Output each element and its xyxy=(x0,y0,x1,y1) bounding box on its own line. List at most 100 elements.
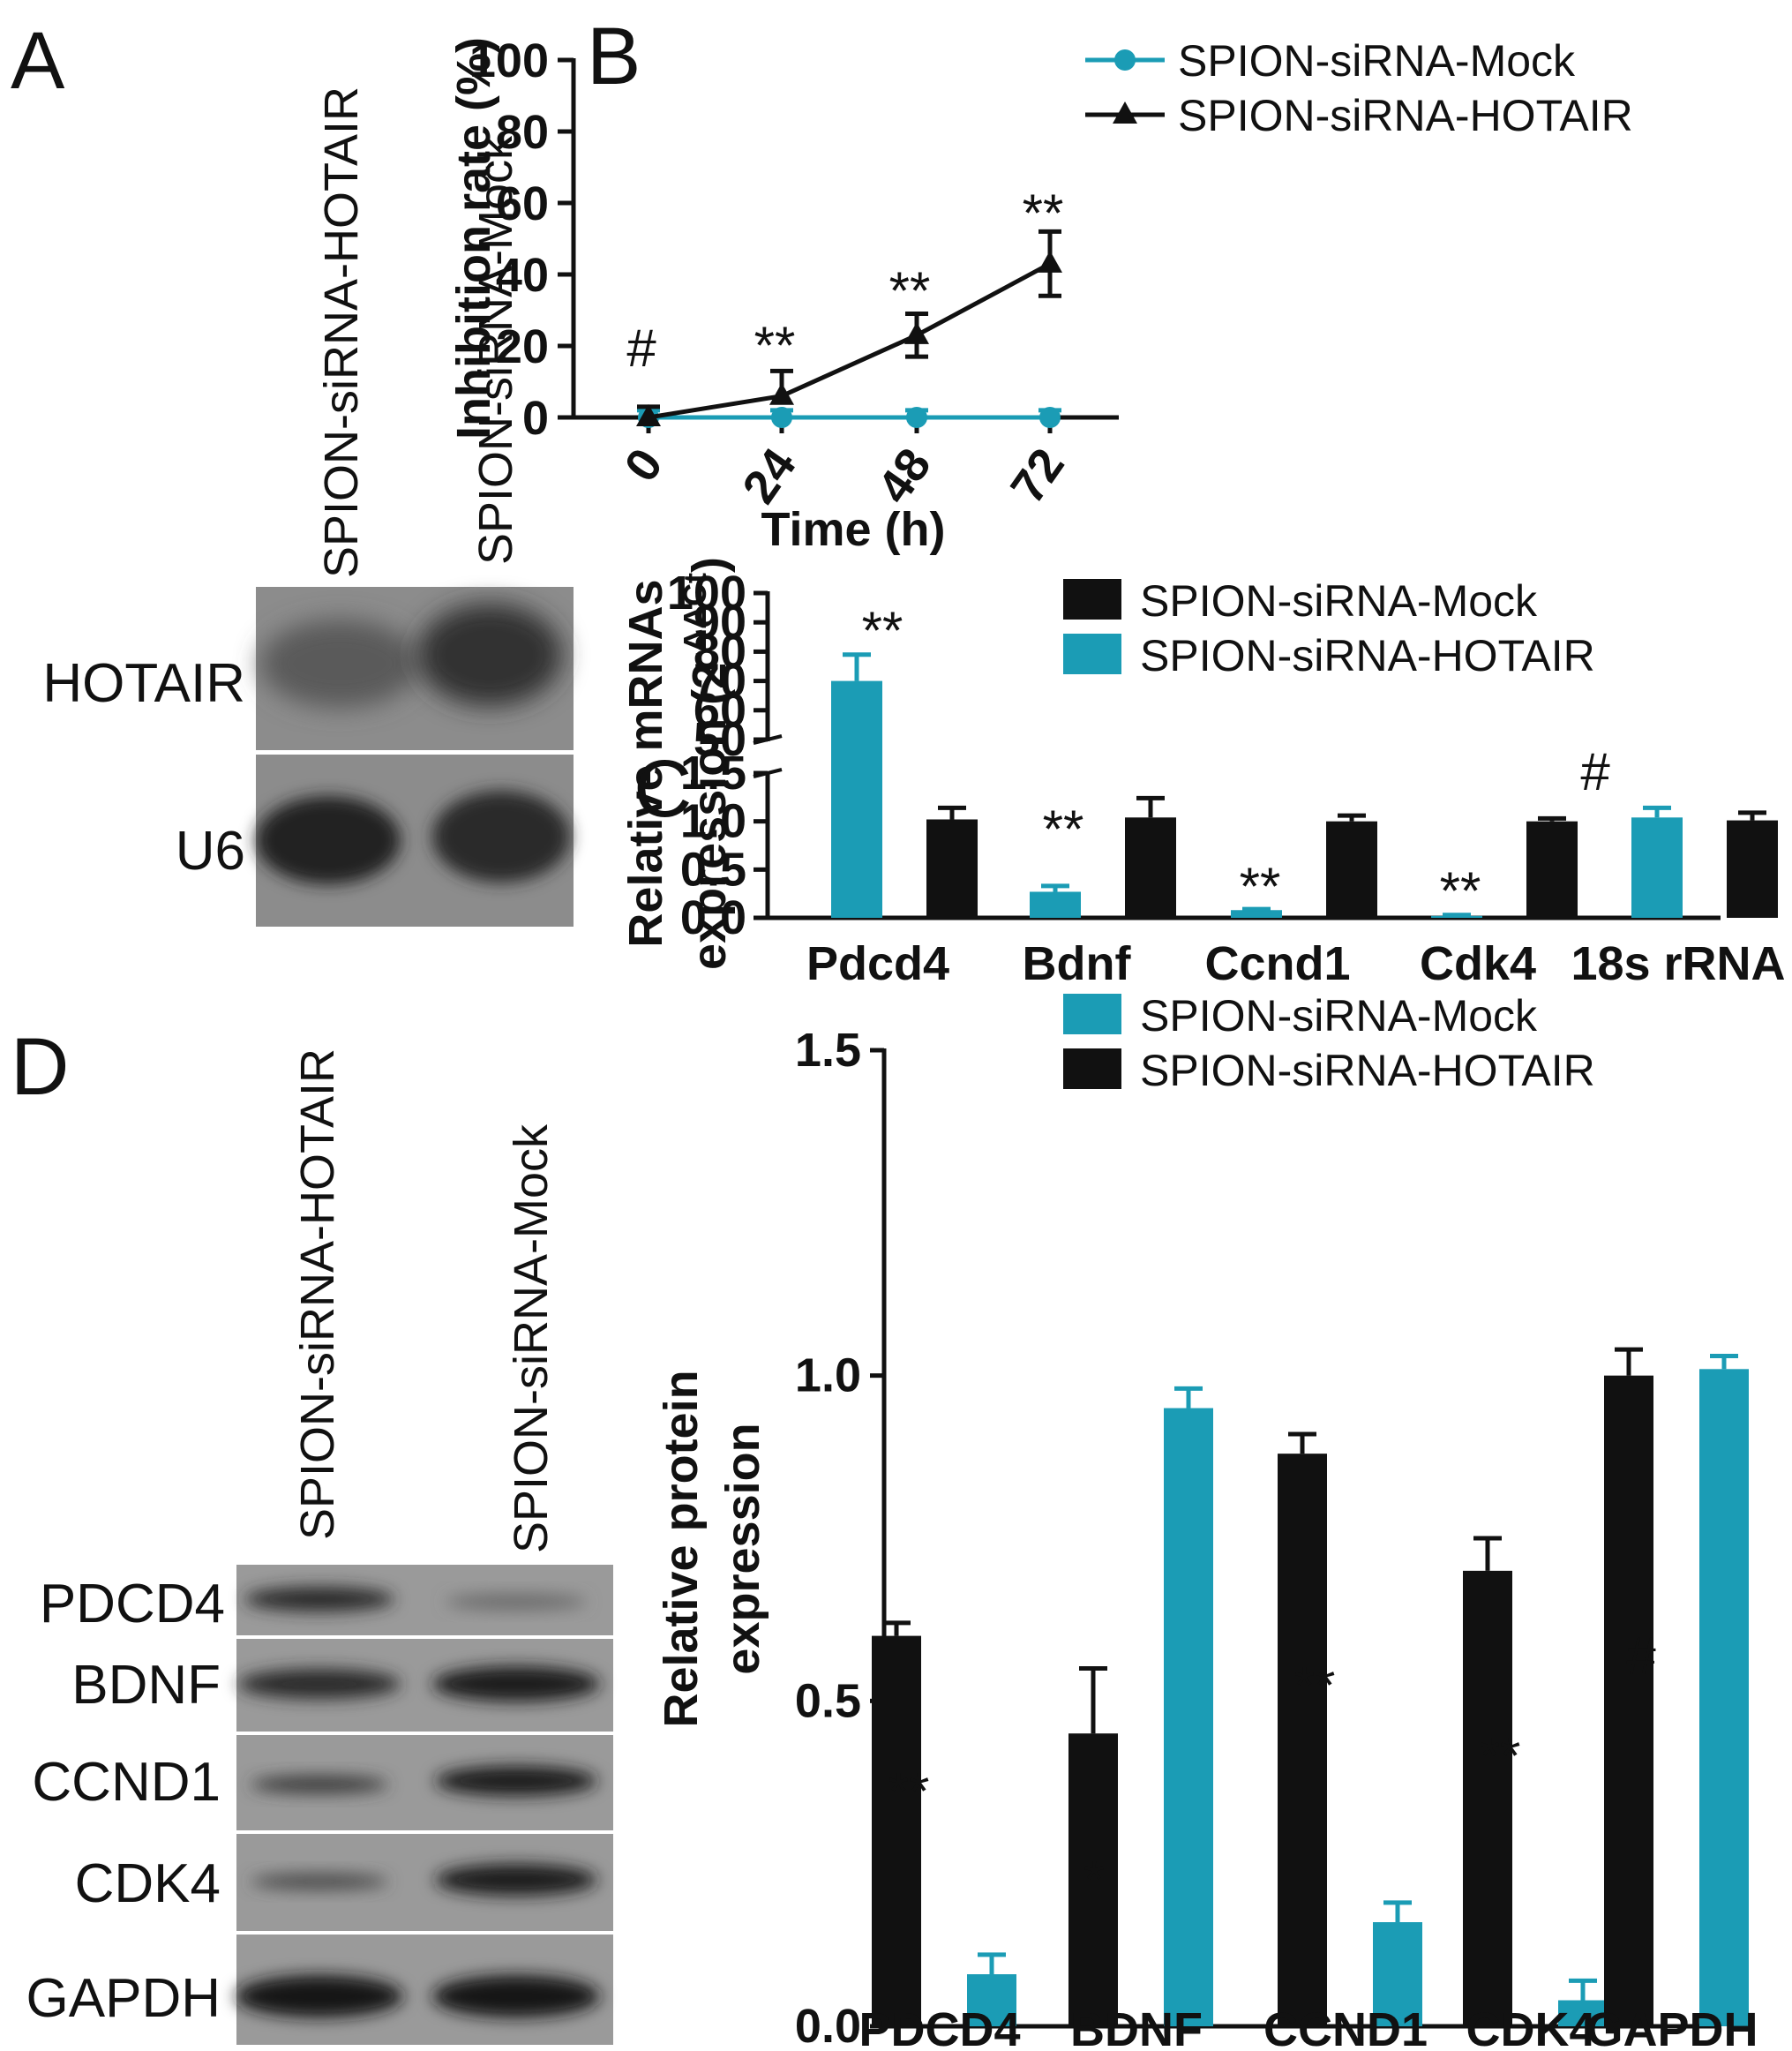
blot-a-row-hotair: HOTAIR xyxy=(42,653,245,714)
chart-b-y-tick-label: 20 xyxy=(496,320,549,373)
blot-d-lane-2-label: SPION-siRNA-Mock xyxy=(505,1123,558,1553)
blot-d-row-ccnd1: CCND1 xyxy=(32,1752,221,1813)
chart-c-legend-swatch-0 xyxy=(1063,579,1121,620)
chart-c-x-tick-label: Ccnd1 xyxy=(1204,937,1350,990)
chart-d-legend-label-1: SPION-siRNA-HOTAIR xyxy=(1140,1046,1595,1095)
chart-b-significance-mark: ** xyxy=(754,316,796,375)
blot-d-row-cdk4: CDK4 xyxy=(75,1853,221,1914)
chart-c-y-axis-title-text: expression (2 xyxy=(683,663,736,970)
chart-b-series-0-point-1 xyxy=(771,407,792,428)
blot-d-row-gapdh: GAPDH xyxy=(26,1968,221,2029)
chart-d: 0.0 0.5 1.0 1.5 Relative protein expression PD… xyxy=(655,991,1758,2051)
blot-d-lane-1-label: SPION-siRNA-HOTAIR xyxy=(291,1048,344,1540)
chart-d-x-tick-label: BDNF xyxy=(1070,2003,1203,2051)
chart-b-y-tick-label: 100 xyxy=(469,34,549,87)
chart-d-bar-cdk4-1 xyxy=(1558,2000,1608,2026)
chart-b-x-tick-label: 72 xyxy=(1001,439,1075,513)
chart-c-x-tick-label: 18s rRNA xyxy=(1571,937,1785,990)
chart-d-x-tick-label: GAPDH xyxy=(1586,2003,1758,2051)
chart-b-y-tick-label: 80 xyxy=(496,106,549,159)
chart-c-x-tick-label: Bdnf xyxy=(1023,937,1132,990)
chart-b-y-tick-label: 40 xyxy=(496,249,549,302)
chart-c-y-tick-label: 90 xyxy=(694,596,746,649)
chart-d-bar-bdnf-0 xyxy=(1068,1733,1118,2026)
chart-c-legend-swatch-1 xyxy=(1063,634,1121,674)
chart-c-y-tick-label: 70 xyxy=(694,655,746,708)
chart-b: 0 20 40 60 80 100 0 24 48 72 Inhibition rate (%) Ti… xyxy=(447,34,1633,556)
chart-b-legend-label-1: SPION-siRNA-HOTAIR xyxy=(1178,91,1633,140)
chart-d-bar-cdk4-0 xyxy=(1463,1570,1512,2026)
chart-c-legend-label-0: SPION-siRNA-Mock xyxy=(1140,576,1538,626)
blot-d-ccnd1-strip xyxy=(236,1735,613,1830)
chart-b-significance-mark: # xyxy=(626,319,656,378)
chart-d-y-axis-title-line-2: expression xyxy=(716,1423,769,1674)
blot-a-row-u6: U6 xyxy=(176,821,245,882)
chart-d-y-tick-label: 1.0 xyxy=(795,1349,861,1402)
blot-d-row-pdcd4: PDCD4 xyxy=(40,1574,225,1634)
chart-c-bar-18s-rrna-0 xyxy=(1631,817,1683,918)
blot-a-lane-1-label: SPION-siRNA-HOTAIR xyxy=(315,86,368,578)
blot-d-pdcd4-strip xyxy=(236,1565,613,1635)
chart-b-legend-marker-0 xyxy=(1114,49,1136,71)
chart-d-significance-mark: * xyxy=(1083,1850,1104,1909)
chart-b-significance-mark: ** xyxy=(889,261,931,320)
chart-d-y-tick-label: 0.5 xyxy=(795,1674,861,1727)
chart-b-legend-marker-1 xyxy=(1113,101,1137,124)
chart-b-significance-mark: ** xyxy=(1023,184,1064,243)
chart-c-y-tick-label: 60 xyxy=(694,684,746,737)
chart-c-y-axis-title-close: ) xyxy=(683,557,736,573)
chart-d-bar-gapdh-0 xyxy=(1604,1375,1653,2026)
chart-d-bar-gapdh-1 xyxy=(1699,1369,1749,2026)
chart-c-significance-mark: # xyxy=(1580,742,1610,801)
chart-d-y-tick-label: 1.5 xyxy=(795,1024,861,1077)
chart-d-significance-mark: ** xyxy=(1480,1726,1521,1785)
panel-label-c: C xyxy=(634,744,692,834)
chart-d-significance-mark: # xyxy=(1626,1627,1656,1686)
chart-d-bar-pdcd4-0 xyxy=(872,1635,921,2026)
chart-b-x-tick-label: 0 xyxy=(614,439,672,491)
chart-c-axis-break-gap xyxy=(759,742,785,770)
chart-c-significance-mark: ** xyxy=(1440,861,1481,920)
chart-d-legend-swatch-1 xyxy=(1063,1048,1121,1089)
chart-c-y-tick-label: 80 xyxy=(694,625,746,678)
chart-c-y-tick-label: 1.5 xyxy=(680,747,746,800)
chart-c-bar-ccnd1-0 xyxy=(1231,910,1282,918)
chart-d-x-tick-label: CCND1 xyxy=(1263,2003,1428,2051)
chart-c-axis-break-mark xyxy=(753,768,783,778)
chart-b-y-tick-label: 60 xyxy=(496,177,549,230)
chart-d-bar-bdnf-1 xyxy=(1164,1408,1213,2026)
blot-a-u6-strip xyxy=(256,755,574,927)
panel-label-d: D xyxy=(11,1022,69,1112)
chart-c-bar-18s-rrna-1 xyxy=(1727,820,1778,918)
chart-c-y-axis-title-line-2: expression (2-ΔΔCt) xyxy=(677,557,736,970)
chart-c-y-tick-label: 100 xyxy=(667,567,746,620)
chart-d-x-tick-label: CDK4 xyxy=(1466,2003,1595,2051)
chart-d-bar-ccnd1-0 xyxy=(1278,1454,1327,2026)
chart-d-x-tick-label: PDCD4 xyxy=(859,2003,1020,2051)
chart-c-y-tick-label: 50 xyxy=(694,713,746,766)
chart-c-y-tick-label: 0.0 xyxy=(680,891,746,944)
chart-b-series-line-1 xyxy=(648,261,1052,420)
chart-b-x-tick-label: 24 xyxy=(732,439,806,513)
chart-d-bar-ccnd1-1 xyxy=(1373,1922,1422,2026)
blot-d-cdk4-strip xyxy=(236,1834,613,1931)
chart-c-y-tick-label: 0.5 xyxy=(680,843,746,896)
chart-b-legend-label-0: SPION-siRNA-Mock xyxy=(1178,36,1576,86)
chart-c-axis-break-mark xyxy=(753,734,783,745)
chart-b-x-tick-label: 48 xyxy=(867,439,941,513)
chart-c-legend-label-1: SPION-siRNA-HOTAIR xyxy=(1140,631,1595,680)
chart-c-significance-mark: ** xyxy=(862,601,903,660)
chart-c-y-axis-title-superscript: -ΔΔCt xyxy=(677,573,713,663)
chart-b-y-axis-title: Inhibition rate (%) xyxy=(447,37,500,440)
chart-c-y-axis-title-line-1: Relative mRNAs xyxy=(619,579,672,947)
chart-d-significance-mark: ** xyxy=(889,1762,930,1821)
chart-b-series-1-point-1 xyxy=(769,382,794,405)
blot-d-bdnf-strip xyxy=(236,1639,613,1732)
chart-d-y-tick-label: 0.0 xyxy=(795,2000,861,2051)
chart-b-series-1-point-3 xyxy=(1038,250,1062,273)
chart-c-x-tick-label: Pdcd4 xyxy=(806,937,949,990)
chart-c-bar-cdk4-1 xyxy=(1526,821,1578,918)
chart-c-bar-pdcd4-0 xyxy=(831,680,882,918)
